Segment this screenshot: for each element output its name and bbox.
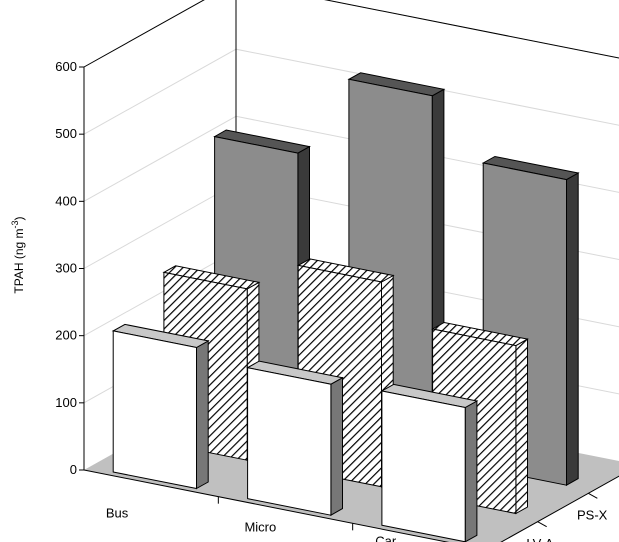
y-axis-title: TPAH (ng m-3) [10,216,26,293]
y-tick-label: 100 [55,395,77,410]
bar-side-face [566,172,579,487]
bar-lv-a-bus [111,323,210,490]
category-axis-line [83,469,450,542]
category-label-car: Car [375,533,397,542]
y-axis-ticks: 0 100 200 300 400 500 600 [55,59,84,477]
depth-label-lv-a: LV-A [526,536,554,542]
depth-axis-line [500,475,619,542]
bar-lv-a-micro [246,360,344,517]
y-tick-label: 400 [55,193,77,208]
bar-side-face [464,400,478,542]
bar-side-face [515,338,528,515]
depth-label-ps-x: PS-X [577,508,608,523]
y-tick-label: 0 [70,462,77,477]
bar-front-face [381,390,466,542]
y-tick-label: 200 [55,328,77,343]
bar-side-face [330,376,343,517]
category-axis-labels: Bus Micro Car [106,496,397,542]
depth-axis-labels: LV-APS-XIV-SA [526,492,608,542]
bar-front-face [247,367,332,516]
bar-side-face [196,340,209,490]
y-tick-label: 500 [55,126,77,141]
grid-line [83,0,619,68]
wall-top-edge [83,0,619,68]
category-label-micro: Micro [244,519,276,534]
bar-lv-a-car [380,383,479,542]
y-tick-label: 300 [55,261,77,276]
depth-tick-mark [537,521,547,528]
depth-tick-mark [588,492,598,499]
category-label-bus: Bus [106,505,129,520]
bars [111,72,580,542]
y-tick-label: 600 [55,59,77,74]
bar-front-face [112,330,197,490]
